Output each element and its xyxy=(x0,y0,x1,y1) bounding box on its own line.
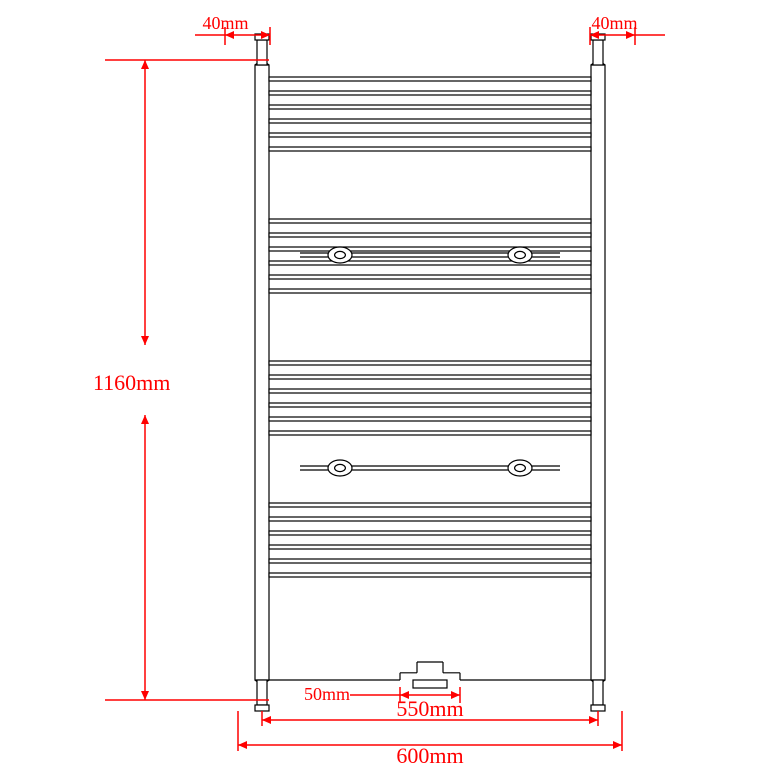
radiator xyxy=(255,34,605,711)
dim-top-right-label: 40mm xyxy=(591,13,637,33)
dim-50-label: 50mm xyxy=(304,684,350,704)
dim-600-label: 600mm xyxy=(396,743,463,768)
dim-height-label: 1160mm xyxy=(93,370,170,395)
dim-top-left-label: 40mm xyxy=(202,13,248,33)
dim-550-label: 550mm xyxy=(396,696,463,721)
